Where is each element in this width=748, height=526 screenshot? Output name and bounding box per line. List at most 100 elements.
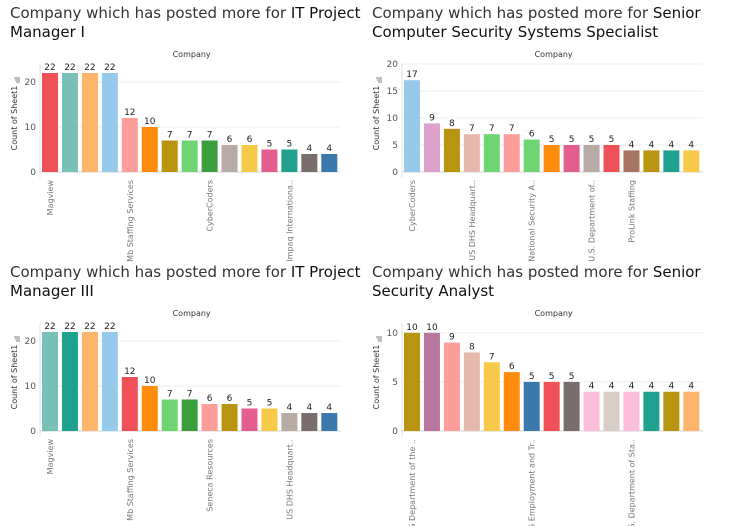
bar (643, 150, 660, 172)
bar (321, 154, 338, 172)
data-label: 22 (64, 322, 75, 332)
data-label: 4 (306, 144, 312, 154)
sort-icon (14, 336, 20, 342)
bar (61, 332, 78, 431)
data-label: 6 (227, 394, 233, 404)
chart-title: Company which has posted more for Senior… (372, 4, 701, 41)
x-tick-label: Magview (46, 439, 55, 475)
y-tick-label: 0 (392, 168, 398, 178)
bar (181, 140, 198, 172)
x-tick-label: National Security A.. (528, 180, 537, 262)
bar (503, 372, 520, 431)
bar (404, 332, 420, 431)
bar (121, 377, 138, 431)
y-tick-label: 10 (25, 123, 37, 133)
bar-chart: Company Count of Sheet1 0 10 20 22 Magview 22 22… (10, 309, 342, 521)
data-label: 4 (306, 403, 312, 413)
data-label: 5 (609, 135, 615, 145)
bar-chart: Company Count of Sheet1 0 5 10 15 20 17 CyberCod… (372, 50, 704, 262)
bar (261, 149, 278, 172)
data-label: 4 (649, 382, 655, 392)
bar (241, 408, 258, 431)
bar (483, 134, 500, 172)
x-tick-label: Mb Staffing Services (126, 439, 135, 521)
data-label: 4 (668, 140, 674, 150)
y-tick-label: 0 (30, 168, 36, 178)
y-tick-label: 10 (387, 329, 399, 339)
x-tick-label: U.S. Department of Sta.. (627, 439, 636, 526)
chart-panel-1: Company which has posted more for IT Pro… (10, 4, 380, 264)
bar (141, 127, 158, 172)
y-tick-label: 5 (392, 141, 398, 151)
bar (603, 145, 620, 172)
data-label: 5 (569, 372, 575, 382)
data-label: 5 (287, 140, 293, 150)
bar (281, 413, 298, 431)
y-tick-label: 20 (25, 337, 37, 347)
sort-icon (376, 336, 382, 342)
bar (81, 332, 98, 431)
x-tick-label: Impaq Internationa.. (285, 180, 294, 262)
data-label: 4 (629, 140, 635, 150)
bar (161, 399, 178, 431)
data-label: 7 (489, 124, 495, 134)
bar (563, 381, 580, 431)
x-tick-label: US DHS Headquart.. (285, 439, 294, 520)
data-label: 7 (469, 124, 475, 134)
bar (543, 145, 560, 172)
bar (443, 128, 460, 172)
data-label: 6 (227, 135, 233, 145)
y-axis-label: Count of Sheet1 (10, 86, 19, 151)
bar (463, 134, 480, 172)
bar (623, 150, 640, 172)
chart-title: Company which has posted more for IT Pro… (10, 263, 361, 300)
data-label: 5 (569, 135, 575, 145)
bar (42, 73, 58, 172)
data-label: 22 (104, 322, 115, 332)
bar (643, 391, 660, 431)
bar (321, 413, 338, 431)
y-tick-label: 15 (387, 87, 398, 97)
bar (161, 140, 178, 172)
bar (201, 140, 218, 172)
y-tick-label: 20 (25, 78, 37, 88)
data-label: 7 (167, 390, 173, 400)
data-label: 7 (489, 352, 495, 362)
data-label: 6 (207, 394, 213, 404)
bar (241, 145, 258, 172)
data-label: 22 (84, 63, 95, 73)
bar (141, 386, 158, 431)
bar (523, 381, 540, 431)
bar (101, 73, 118, 172)
data-label: 6 (529, 130, 535, 140)
data-label: 4 (326, 144, 332, 154)
data-label: 7 (187, 131, 193, 141)
y-tick-label: 20 (387, 60, 399, 70)
bar (404, 80, 420, 172)
bar (683, 391, 700, 431)
sort-icon (14, 77, 20, 83)
bar-chart: Company Count of Sheet1 0 5 10 10 US Departmen… (372, 309, 704, 526)
bar (503, 134, 520, 172)
y-axis-label: Count of Sheet1 (10, 345, 19, 410)
data-label: 22 (84, 322, 95, 332)
bar (121, 118, 138, 172)
data-label: 22 (44, 63, 55, 73)
y-axis-label: Count of Sheet1 (372, 345, 381, 410)
x-tick-label: US Employment and Tr.. (528, 439, 537, 526)
data-label: 5 (267, 399, 273, 409)
data-label: 5 (247, 399, 253, 409)
bar (443, 342, 460, 431)
x-tick-label: Magview (46, 180, 55, 216)
column-header: Company (173, 309, 211, 318)
column-header: Company (173, 50, 211, 59)
bar (483, 362, 500, 431)
sort-icon (376, 77, 382, 83)
data-label: 7 (167, 131, 173, 141)
column-header: Company (535, 50, 573, 59)
y-tick-label: 10 (25, 382, 37, 392)
data-label: 17 (406, 70, 417, 80)
data-label: 4 (688, 140, 694, 150)
bar (563, 145, 580, 172)
data-label: 5 (267, 140, 273, 150)
